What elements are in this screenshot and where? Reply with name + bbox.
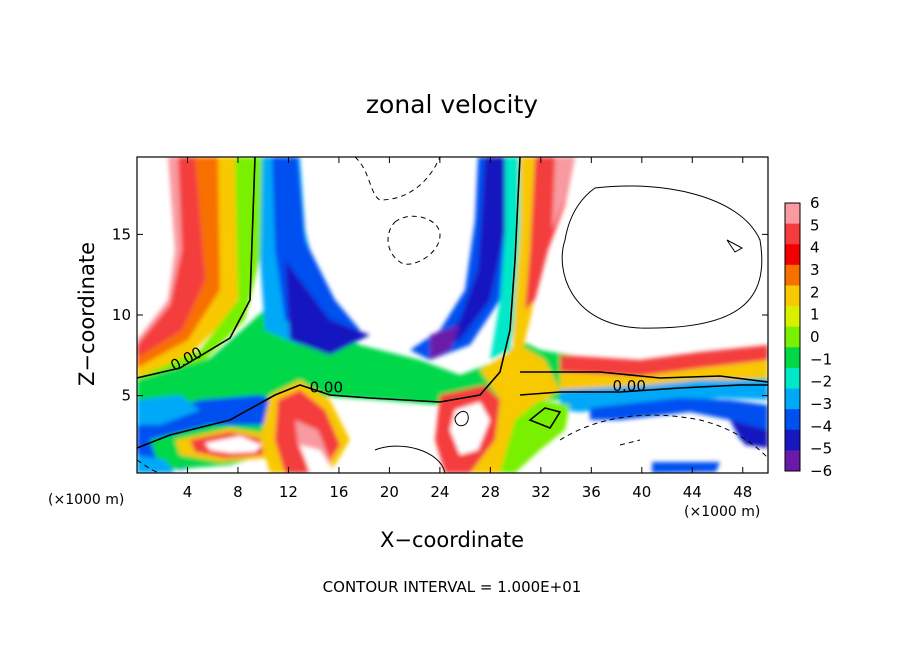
colorbar-swatch	[785, 285, 800, 307]
colorbar-frame	[784, 202, 801, 472]
x-axis-title: X−coordinate	[380, 528, 524, 552]
x-tick-label: 48	[733, 483, 752, 501]
x-tick-label: 40	[632, 483, 651, 501]
x-tick-label: 16	[329, 483, 348, 501]
colorbar-swatch	[785, 244, 800, 266]
x-tick-label: 32	[531, 483, 550, 501]
contour-interval-note: CONTOUR INTERVAL = 1.000E+01	[323, 578, 582, 596]
colorbar-swatch	[785, 388, 800, 410]
x-tick-label: 44	[683, 483, 702, 501]
colorbar: 6 5 4 3 2 1 0 −1 −2 −3 −4 −5 −6	[784, 194, 832, 480]
x-tick-label: 20	[380, 483, 399, 501]
x-tick-label: 4	[183, 483, 193, 501]
colorbar-label: 3	[810, 261, 820, 279]
colorbar-swatch	[785, 347, 800, 369]
x-tick-label: 24	[430, 483, 449, 501]
colorbar-swatch	[785, 326, 800, 348]
colorbar-swatch	[785, 409, 800, 431]
colorbar-label: −3	[810, 395, 832, 413]
x-tick-label: 8	[233, 483, 243, 501]
colorbar-label: 2	[810, 283, 820, 301]
x-tick-label: 12	[279, 483, 298, 501]
colorbar-label: −1	[810, 350, 832, 368]
colorbar-swatch	[785, 203, 800, 224]
x-tick-label: 28	[481, 483, 500, 501]
colorbar-swatch	[785, 367, 800, 389]
contour-lines	[137, 157, 768, 473]
y-axis-title: Z−coordinate	[75, 242, 99, 386]
colorbar-swatch	[785, 306, 800, 327]
colorbar-swatch	[785, 264, 800, 286]
x-tick-label: 36	[582, 483, 601, 501]
colorbar-label: −6	[810, 462, 832, 480]
colorbar-label: −4	[810, 417, 832, 435]
colorbar-label: −2	[810, 373, 832, 391]
colorbar-label: −5	[810, 440, 832, 458]
x-axis-ticks: 4 8 12 16 20 24 28 32 36 40 44 48	[183, 157, 752, 501]
colorbar-label: 5	[810, 216, 820, 234]
colorbar-swatch	[785, 429, 800, 451]
y-tick-label: 5	[121, 387, 131, 405]
contour-label: 0.00	[612, 377, 645, 395]
colorbar-label: 6	[810, 194, 820, 212]
heatmap-field	[137, 157, 768, 473]
y-tick-label: 10	[112, 306, 131, 324]
colorbar-swatch	[785, 450, 800, 472]
x-unit-label-left: (×1000 m)	[48, 492, 124, 508]
colorbar-label: 4	[810, 239, 820, 257]
x-unit-label-right: (×1000 m)	[684, 504, 760, 520]
contour-label: 0.00	[310, 378, 343, 396]
colorbar-label: 0	[810, 328, 820, 346]
colorbar-swatch	[785, 223, 800, 245]
chart-title: zonal velocity	[366, 90, 538, 119]
y-tick-label: 15	[112, 225, 131, 243]
colorbar-label: 1	[810, 306, 820, 324]
y-axis-ticks: 5 10 15	[112, 225, 768, 405]
